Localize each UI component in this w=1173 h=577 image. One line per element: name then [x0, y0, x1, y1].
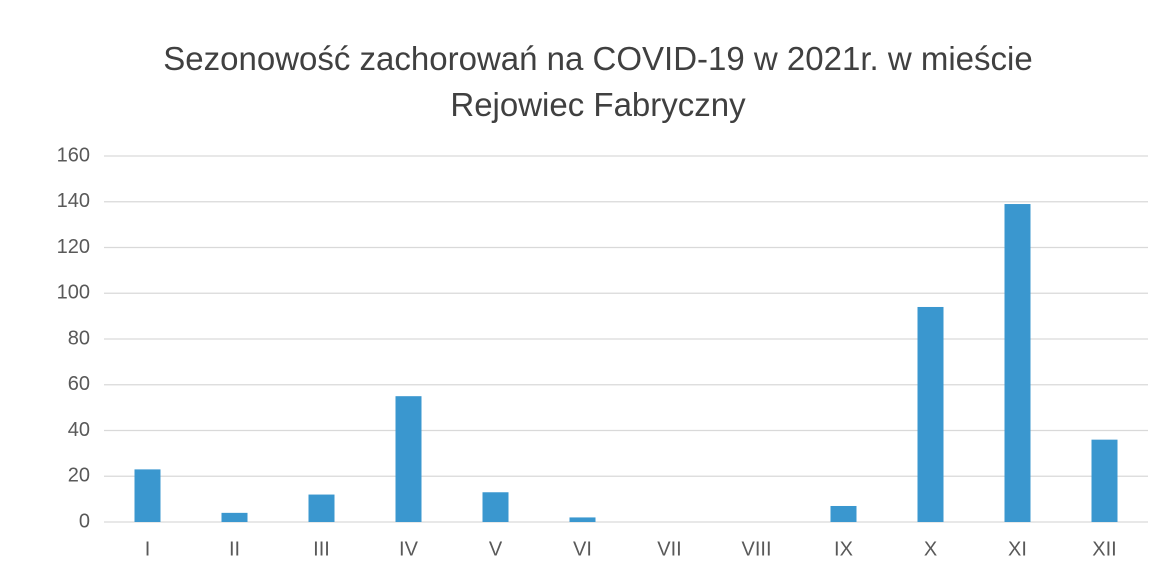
bar — [830, 505, 857, 522]
y-tick-label: 40 — [68, 419, 90, 441]
y-tick-label: 160 — [57, 144, 90, 166]
x-tick-label: IX — [834, 538, 853, 560]
x-tick-label: XII — [1092, 538, 1116, 560]
y-tick-label: 0 — [79, 510, 90, 532]
x-tick-label: VIII — [741, 538, 771, 560]
bar — [917, 306, 944, 522]
y-tick-label: 60 — [68, 373, 90, 395]
bar — [221, 512, 248, 522]
bar — [308, 494, 335, 522]
x-tick-label: IV — [399, 538, 419, 560]
x-tick-label: II — [229, 538, 240, 560]
x-tick-label: VII — [657, 538, 681, 560]
y-tick-label: 120 — [57, 236, 90, 258]
y-tick-label: 100 — [57, 282, 90, 304]
bar — [482, 492, 509, 522]
bar — [1091, 439, 1118, 522]
bar — [134, 469, 161, 522]
x-tick-label: V — [489, 538, 503, 560]
x-tick-label: XI — [1008, 538, 1027, 560]
bar — [395, 396, 422, 522]
x-tick-label: I — [145, 538, 151, 560]
bar — [569, 517, 596, 522]
y-tick-label: 80 — [68, 327, 90, 349]
x-tick-label: III — [313, 538, 330, 560]
y-tick-label: 140 — [57, 190, 90, 212]
x-tick-label: VI — [573, 538, 592, 560]
bar — [1004, 204, 1031, 522]
chart-title: Sezonowość zachorowań na COVID-19 w 2021… — [163, 40, 1033, 123]
x-tick-label: X — [924, 538, 937, 560]
y-tick-label: 20 — [68, 465, 90, 487]
